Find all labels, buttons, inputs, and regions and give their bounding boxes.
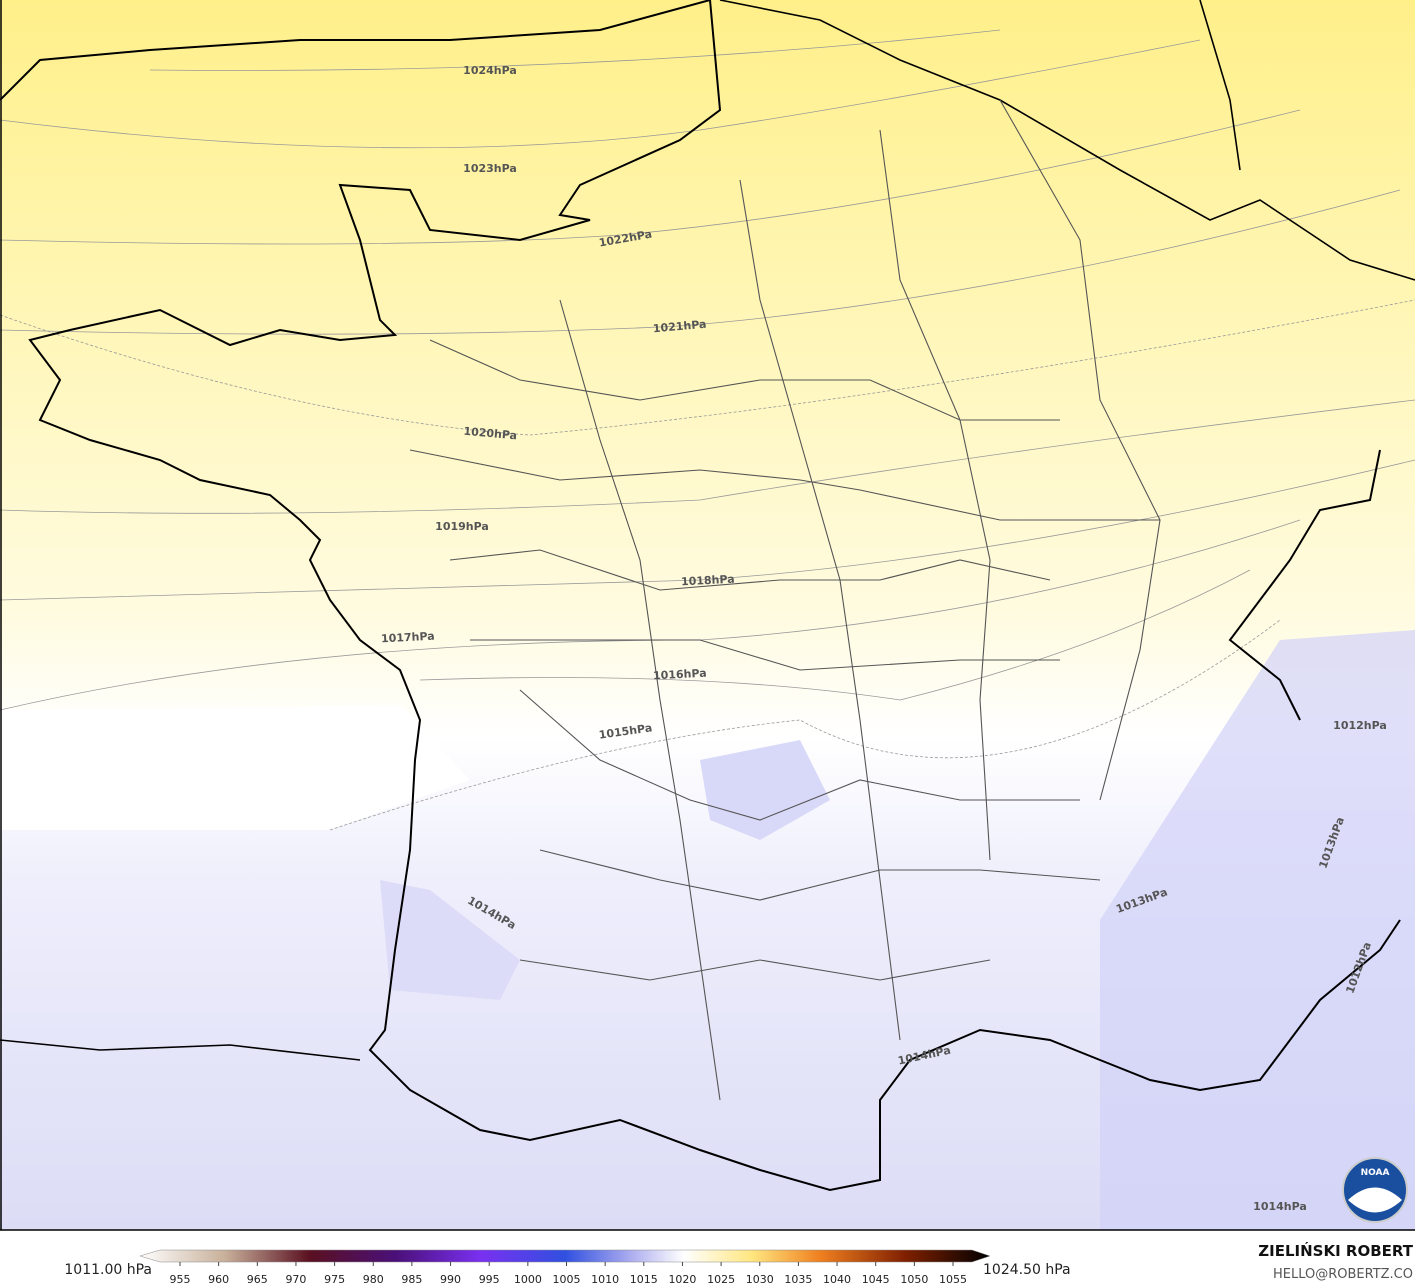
- coastline-border: [0, 0, 1401, 1192]
- colorbar-tick-label: 1010: [591, 1273, 619, 1286]
- author: ZIELIŃSKI ROBERT: [1258, 1241, 1413, 1260]
- colorbar-tick-label: 1055: [939, 1273, 967, 1286]
- colorbar-tick-label: 1040: [823, 1273, 851, 1286]
- colorbar-tick-label: 985: [401, 1273, 422, 1286]
- isobar-label: 1016hPa: [653, 667, 707, 683]
- colorbar-tick-label: 1020: [668, 1273, 696, 1286]
- isobar-label: 1020hPa: [463, 425, 518, 443]
- isobar-label: 1024hPa: [463, 64, 517, 77]
- region-borders: [409, 99, 1161, 1101]
- isobar-label: 1019hPa: [435, 520, 489, 533]
- isobar-label: 1023hPa: [463, 162, 517, 175]
- isobar-label: 1021hPa: [652, 318, 707, 336]
- colorbar-tick-label: 1025: [707, 1273, 735, 1286]
- pressure-field: [380, 880, 520, 1000]
- noaa-logo-bird: [1348, 1187, 1402, 1213]
- colorbar-tick-label: 970: [285, 1273, 306, 1286]
- pressure-field: [700, 740, 830, 840]
- country-border: [0, 0, 1415, 1061]
- colorbar-tick-label: 965: [247, 1273, 268, 1286]
- colorbar-tick-label: 1005: [553, 1273, 581, 1286]
- colorbar-tick-label: 975: [324, 1273, 345, 1286]
- colorbar-tick-label: 1035: [784, 1273, 812, 1286]
- colorbar: [139, 1249, 991, 1263]
- isobar-label: 1014hPa: [1253, 1200, 1307, 1213]
- noaa-logo-text: NOAA: [1361, 1168, 1390, 1178]
- isobar-label: 1017hPa: [381, 630, 435, 646]
- colorbar-tick-label: 955: [170, 1273, 191, 1286]
- colorbar-tick-label: 960: [208, 1273, 229, 1286]
- colorbar-max-label: 1024.50 hPa: [983, 1262, 1071, 1278]
- colorbar-min-label: 1011.00 hPa: [64, 1262, 152, 1278]
- isobar-label: 1012hPa: [1333, 719, 1387, 732]
- pressure-field: [0, 705, 470, 830]
- email: HELLO@ROBERTZ.CO: [1273, 1267, 1413, 1282]
- colorbar-tick-label: 995: [479, 1273, 500, 1286]
- colorbar-tick-label: 980: [363, 1273, 384, 1286]
- colorbar-tick-label: 1050: [900, 1273, 928, 1286]
- colorbar-tick-label: 1000: [514, 1273, 542, 1286]
- colorbar-tick-label: 1045: [862, 1273, 890, 1286]
- isobar-label: 1018hPa: [681, 573, 735, 589]
- colorbar-tick-label: 1030: [746, 1273, 774, 1286]
- colorbar-tick-label: 990: [440, 1273, 461, 1286]
- pressure-field: [1100, 630, 1415, 1230]
- colorbar-tick-label: 1015: [630, 1273, 658, 1286]
